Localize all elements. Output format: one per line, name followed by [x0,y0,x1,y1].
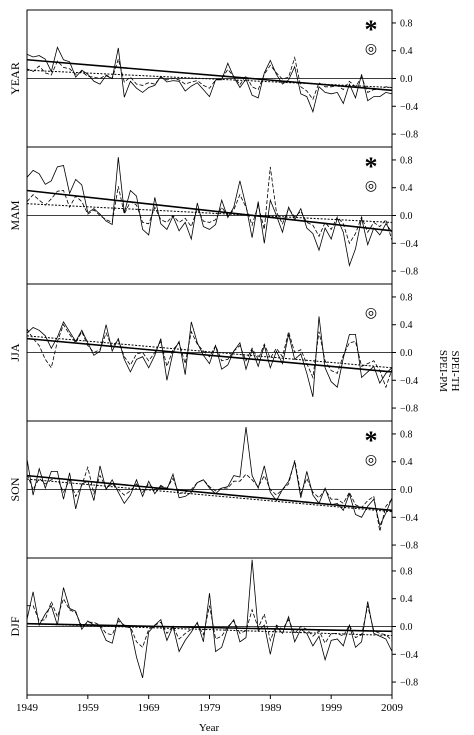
series-spei-th [26,166,393,245]
x-tick-label: 1959 [77,702,100,714]
circle-marker: ◎ [365,179,377,194]
panel-label: YEAR [8,62,22,95]
legend: SPEI-PM SPEI-TH [437,350,461,392]
circle-marker: ◎ [365,306,377,321]
y-tick-label: −0.8 [400,678,418,689]
y-tick-label: −0.4 [400,102,418,113]
asterisk-marker: * [365,152,378,181]
series-spei-pm [26,426,393,527]
y-tick-label: −0.4 [400,513,418,524]
y-tick-label: −0.4 [400,239,418,250]
panel-label: JJA [8,343,22,361]
y-tick-label: 0.8 [400,429,413,440]
y-tick-label: 0.4 [400,594,413,605]
y-tick-label: −0.8 [400,130,418,141]
y-tick-label: −0.8 [400,267,418,278]
trend-line-spei-pm [26,337,393,373]
y-tick-label: 0.8 [400,18,413,29]
trend-line-spei-th [26,69,393,89]
trend-line-spei-pm [26,58,393,92]
legend-entry-spei-pm: SPEI-PM [437,350,449,392]
panel-jja: 0.8 0.4 0.0 −0.4 −0.8 JJA ◎ [8,283,418,422]
y-tick-label: 0.4 [400,183,413,194]
panels-layer: 0.80.40.0−0.4−0.8YEAR*◎0.80.40.0−0.4−0.8… [8,9,418,696]
trend-line-spei-th [26,203,393,223]
panel-label: DJF [8,616,22,636]
y-tick-label: 0.4 [400,46,413,57]
trend-line-spei-pm [26,189,393,232]
series-spei-th [27,597,393,649]
x-tick-label: 1949 [16,702,39,714]
x-tick-label: 1969 [138,702,161,714]
y-tick-label: 0.4 [400,457,413,468]
x-tick-label: 1989 [259,702,282,714]
x-tick-label: 1999 [320,702,343,714]
panel-mam: 0.8 0.4 0.0 −0.4 −0.8 MAM *◎ [8,146,418,285]
asterisk-marker: * [365,15,378,44]
series-spei-pm [26,46,393,114]
series-spei-th [26,323,393,389]
series-spei-th [26,460,393,532]
trend-line-spei-th [26,335,393,369]
trend-line-spei-th [26,623,393,637]
legend-entry-spei-th: SPEI-TH [449,351,461,392]
y-tick-label: 0.0 [400,211,413,222]
circle-marker: ◎ [365,453,377,468]
x-tick-label: 1979 [199,702,222,714]
panel-year: 0.8 0.4 0.0 −0.4 −0.8 YEAR *◎ [8,9,418,148]
y-tick-label: 0.0 [400,485,413,496]
y-tick-label: 0.8 [400,155,413,166]
y-tick-label: 0.0 [400,74,413,85]
y-tick-label: −0.4 [400,650,418,661]
circle-marker: ◎ [365,42,377,57]
y-tick-label: 0.8 [400,292,413,303]
y-tick-label: 0.0 [400,348,413,359]
y-tick-label: −0.8 [400,404,418,415]
asterisk-marker: * [365,426,378,455]
y-tick-label: 0.0 [400,622,413,633]
y-tick-label: 0.4 [400,320,413,331]
series-spei-th [26,56,393,101]
x-tick-label: 2009 [381,702,404,714]
panel-son: 0.8 0.4 0.0 −0.4 −0.8 SON *◎ [8,420,418,559]
y-tick-label: 0.8 [400,566,413,577]
series-spei-pm [26,316,393,398]
trend-line-spei-pm [26,622,393,633]
panel-label: MAM [8,200,22,230]
x-axis-label: Year [199,722,220,734]
x-axis: 1949 1959 1969 1979 1989 1999 2009 [16,695,404,714]
trend-line-spei-th [26,478,393,513]
y-tick-label: −0.4 [400,376,418,387]
series-spei-pm [26,559,393,679]
panel-djf: 0.8 0.4 0.0 −0.4 −0.8 DJF [8,557,418,696]
y-tick-label: −0.8 [400,541,418,552]
series-spei-pm [26,157,393,268]
trend-line-spei-pm [26,474,393,512]
panel-label: SON [8,477,22,501]
